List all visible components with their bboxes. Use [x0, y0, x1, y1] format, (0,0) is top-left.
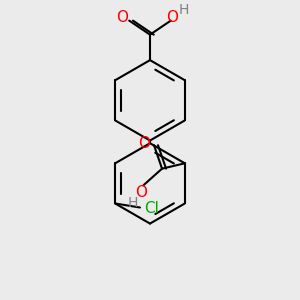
Text: Cl: Cl	[144, 201, 159, 216]
Text: H: H	[128, 196, 138, 211]
Text: O: O	[167, 10, 178, 25]
Text: O: O	[138, 136, 150, 151]
Text: O: O	[116, 10, 128, 25]
Text: O: O	[135, 185, 147, 200]
Text: H: H	[178, 3, 189, 16]
